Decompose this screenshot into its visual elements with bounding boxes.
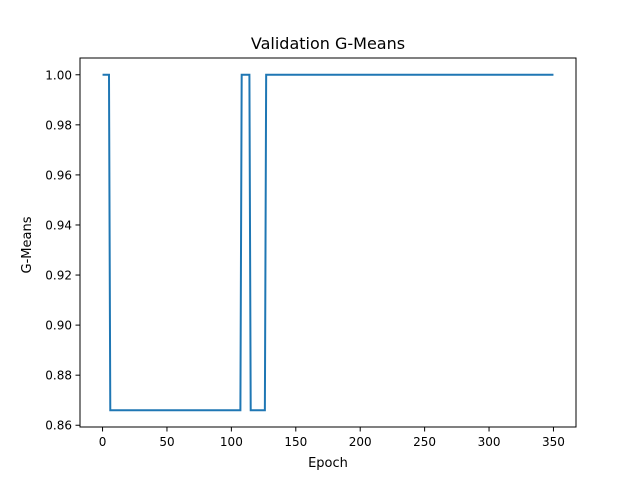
x-tick-label: 0 xyxy=(99,435,107,449)
x-tick-label: 150 xyxy=(284,435,307,449)
y-axis-label: G-Means xyxy=(20,216,35,273)
y-tick-label: 0.96 xyxy=(45,168,72,182)
y-tick-label: 0.86 xyxy=(45,419,72,433)
y-tick-label: 0.88 xyxy=(45,369,72,383)
x-tick-label: 200 xyxy=(349,435,372,449)
y-tick-label: 0.90 xyxy=(45,319,72,333)
series-line-0 xyxy=(102,73,554,412)
y-tick-label: 0.92 xyxy=(45,269,72,283)
chart-title: Validation G-Means xyxy=(251,34,405,53)
x-tick-label: 250 xyxy=(413,435,436,449)
x-axis-label: Epoch xyxy=(308,456,348,471)
y-tick-label: 0.94 xyxy=(45,218,72,232)
y-tick-label: 0.98 xyxy=(45,118,72,132)
x-tick-label: 100 xyxy=(220,435,243,449)
x-tick-label: 50 xyxy=(159,435,174,449)
x-tick-label: 300 xyxy=(478,435,501,449)
x-tick-label: 350 xyxy=(542,435,565,449)
axes-frame xyxy=(79,57,577,428)
y-tick-label: 1.00 xyxy=(45,68,72,82)
plot-area: 0 50 100 150 200 250 300 350 0.86 0.88 0.90 0.92 0.9… xyxy=(45,57,577,449)
